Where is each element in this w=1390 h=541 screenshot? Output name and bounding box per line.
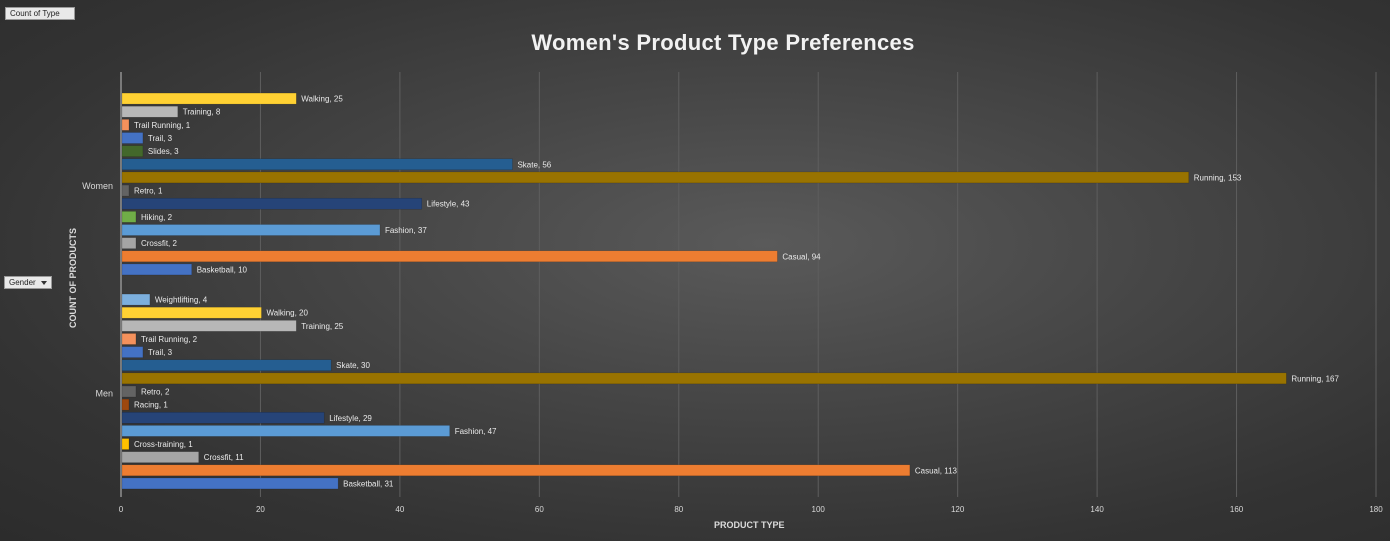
x-tick-label-160: 160 xyxy=(1230,505,1244,514)
values-field-button[interactable]: Count of Type xyxy=(5,7,75,20)
bar-men-lifestyle xyxy=(121,412,325,424)
data-label-men-skate: Skate, 30 xyxy=(336,361,370,370)
data-label-women-slides: Slides, 3 xyxy=(148,147,179,156)
bar-men-trail-running xyxy=(121,333,137,345)
x-tick-label-0: 0 xyxy=(119,505,124,514)
x-tick-label-20: 20 xyxy=(256,505,265,514)
data-label-men-fashion: Fashion, 47 xyxy=(455,427,497,436)
bar-women-basketball xyxy=(121,263,192,276)
category-label-men: Men xyxy=(95,389,113,399)
data-label-men-retro: Retro, 2 xyxy=(141,388,170,397)
bar-women-walking xyxy=(121,92,297,105)
bar-women-training xyxy=(121,105,179,118)
data-label-women-basketball: Basketball, 10 xyxy=(197,265,248,274)
data-label-men-racing: Racing, 1 xyxy=(134,401,168,410)
x-tick-label-80: 80 xyxy=(674,505,683,514)
bar-men-racing xyxy=(121,398,130,411)
bar-women-slides xyxy=(121,145,144,157)
bar-men-cross-training xyxy=(121,438,130,450)
data-label-women-crossfit: Crossfit, 2 xyxy=(141,239,178,248)
chart-title: Women's Product Type Preferences xyxy=(531,30,915,55)
bar-women-skate xyxy=(121,158,513,171)
data-label-women-walking: Walking, 25 xyxy=(301,95,343,104)
bar-women-fashion xyxy=(121,224,381,236)
bar-men-fashion xyxy=(121,425,450,437)
bar-men-skate xyxy=(121,359,332,371)
bar-women-crossfit xyxy=(121,237,137,249)
x-tick-label-180: 180 xyxy=(1369,505,1383,514)
data-label-men-casual: Casual, 113 xyxy=(915,466,958,475)
bar-men-weightlifting xyxy=(121,293,151,306)
data-label-men-crossfit: Crossfit, 11 xyxy=(204,453,244,462)
data-label-men-trail: Trail, 3 xyxy=(148,348,173,357)
data-label-men-running: Running, 167 xyxy=(1291,374,1339,383)
values-field-label: Count of Type xyxy=(10,9,60,18)
x-tick-label-60: 60 xyxy=(535,505,544,514)
chevron-down-icon[interactable] xyxy=(41,281,47,285)
bar-women-lifestyle xyxy=(121,197,423,210)
data-label-men-lifestyle: Lifestyle, 29 xyxy=(329,414,372,423)
bar-women-trail xyxy=(121,132,144,144)
gender-field-label: Gender xyxy=(9,278,36,287)
bar-women-casual xyxy=(121,250,778,263)
data-label-men-trail-running: Trail Running, 2 xyxy=(141,335,198,344)
bar-men-casual xyxy=(121,464,911,477)
bar-men-retro xyxy=(121,385,137,398)
x-tick-label-140: 140 xyxy=(1090,505,1104,514)
data-label-women-hiking: Hiking, 2 xyxy=(141,213,173,222)
data-label-women-trail: Trail, 3 xyxy=(148,134,173,143)
data-label-men-training: Training, 25 xyxy=(301,322,344,331)
data-label-women-trail-running: Trail Running, 1 xyxy=(134,121,191,130)
bar-men-running xyxy=(121,372,1287,385)
bar-women-trail-running xyxy=(121,119,130,131)
data-label-women-training: Training, 8 xyxy=(183,108,221,117)
data-label-men-cross-training: Cross-training, 1 xyxy=(134,440,193,449)
bar-women-hiking xyxy=(121,211,137,223)
data-label-women-fashion: Fashion, 37 xyxy=(385,226,427,235)
data-label-women-casual: Casual, 94 xyxy=(782,252,821,261)
bar-men-training xyxy=(121,320,297,332)
gender-field-button[interactable]: Gender xyxy=(4,276,52,289)
bar-men-basketball xyxy=(121,477,339,490)
data-label-men-walking: Walking, 20 xyxy=(266,309,308,318)
x-tick-label-120: 120 xyxy=(951,505,965,514)
data-label-women-skate: Skate, 56 xyxy=(517,160,551,169)
data-label-men-weightlifting: Weightlifting, 4 xyxy=(155,296,208,305)
data-label-women-retro: Retro, 1 xyxy=(134,187,163,196)
y-axis-title: COUNT OF PRODUCTS xyxy=(68,228,78,328)
data-label-women-running: Running, 153 xyxy=(1194,173,1242,182)
bar-women-running xyxy=(121,171,1189,184)
data-label-men-basketball: Basketball, 31 xyxy=(343,479,394,488)
bar-men-crossfit xyxy=(121,451,199,463)
x-tick-label-40: 40 xyxy=(395,505,404,514)
x-tick-label-100: 100 xyxy=(812,505,826,514)
bar-women-retro xyxy=(121,184,130,197)
bar-men-walking xyxy=(121,306,262,319)
x-axis-title: PRODUCT TYPE xyxy=(714,520,785,530)
category-label-women: Women xyxy=(82,181,113,191)
data-label-women-lifestyle: Lifestyle, 43 xyxy=(427,200,470,209)
bar-men-trail xyxy=(121,346,144,358)
